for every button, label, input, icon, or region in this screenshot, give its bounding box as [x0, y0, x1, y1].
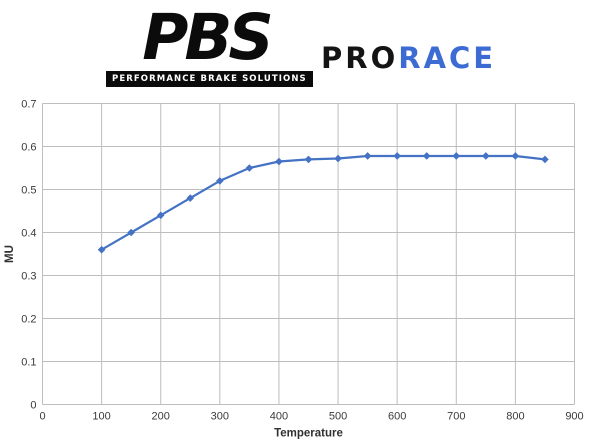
- data-point-marker: [511, 152, 520, 160]
- data-point-marker: [216, 177, 224, 185]
- data-point-marker: [156, 211, 165, 220]
- x-tick-label: 900: [565, 411, 583, 423]
- product-name: PRORACE: [321, 41, 496, 75]
- x-tick-label: 600: [388, 411, 406, 423]
- data-point-marker: [97, 245, 106, 254]
- x-tick-label: 100: [92, 411, 110, 423]
- data-point-marker: [393, 152, 401, 160]
- data-point-marker: [334, 154, 342, 163]
- x-tick-label: 400: [270, 411, 288, 423]
- data-point-marker: [186, 194, 195, 202]
- y-tick-label: 0.2: [21, 314, 36, 326]
- y-tick-label: 0.1: [21, 357, 36, 369]
- y-tick-label: 0.5: [21, 185, 36, 197]
- data-point-marker: [245, 164, 254, 172]
- product-name-race: RACE: [398, 41, 497, 75]
- data-point-marker: [422, 152, 431, 160]
- y-tick-label: 0.7: [21, 99, 36, 111]
- y-tick-label: 0.4: [21, 228, 36, 240]
- y-tick-label: 0: [30, 400, 36, 412]
- x-tick-label: 0: [39, 411, 45, 423]
- pbs-logo-text: PBS: [142, 1, 274, 74]
- data-point-marker: [363, 152, 372, 160]
- x-axis-title: Temperature: [274, 428, 343, 440]
- pbs-logo: PBS PERFORMANCE BRAKE SOLUTIONS: [106, 1, 313, 87]
- pbs-logo-tagline: PERFORMANCE BRAKE SOLUTIONS: [106, 71, 313, 87]
- series-line: [100, 154, 547, 251]
- y-axis-title: MU: [4, 245, 16, 263]
- data-point-marker: [127, 228, 135, 237]
- product-name-pro: PRO: [321, 41, 399, 75]
- data-point-marker: [541, 155, 549, 164]
- x-tick-label: 200: [152, 411, 170, 423]
- x-tick-label: 700: [447, 411, 465, 423]
- y-tick-label: 0.6: [21, 142, 36, 154]
- x-tick-label: 500: [329, 411, 347, 423]
- x-tick-label: 300: [211, 411, 229, 423]
- data-point-marker: [275, 157, 283, 166]
- y-tick-label: 0.3: [21, 271, 36, 283]
- data-point-marker: [452, 152, 461, 160]
- x-tick-label: 800: [506, 411, 524, 423]
- data-point-marker: [304, 155, 313, 164]
- data-point-marker: [482, 152, 490, 160]
